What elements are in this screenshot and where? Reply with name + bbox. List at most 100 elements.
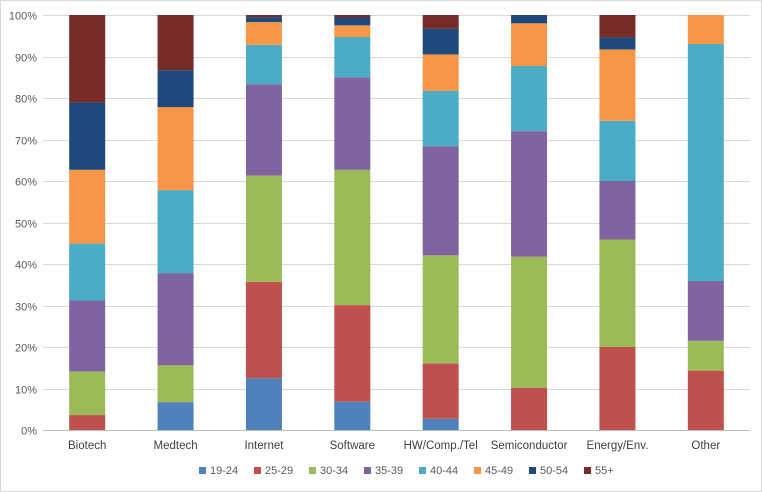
bar-segment: [69, 415, 106, 430]
bar-segment: [245, 44, 282, 85]
bar-segment: [511, 387, 548, 430]
bar-segment: [157, 70, 194, 108]
x-axis: Biotech Medtech Internet Software HW/Comp./T…: [68, 440, 720, 452]
y-tick-label: 0%: [21, 426, 37, 438]
bar-segment: [157, 365, 194, 403]
legend-swatch: [584, 467, 591, 474]
y-tick-label: 70%: [15, 136, 37, 148]
bar-segment: [422, 146, 459, 256]
legend-item: 35-39: [364, 465, 403, 477]
bar-segment: [334, 25, 371, 37]
y-axis: 0% 10% 20% 30% 40% 50% 60% 70% 80% 90% 100%: [9, 11, 37, 438]
bar-segment: [599, 239, 636, 347]
bar-segment: [422, 15, 459, 29]
bar-segment: [422, 90, 459, 147]
legend-label: 55+: [595, 465, 614, 477]
bar-segment: [245, 17, 282, 23]
bar-segment: [599, 49, 636, 121]
bar-segment: [687, 370, 724, 430]
bars: [69, 15, 724, 430]
bar-segment: [422, 28, 459, 55]
bar-stack: [157, 15, 194, 430]
bar-segment: [334, 305, 371, 402]
bar-segment: [245, 281, 282, 379]
bar-segment: [334, 15, 371, 18]
x-tick-label: Semiconductor: [491, 440, 568, 452]
bar-segment: [157, 402, 194, 430]
legend-label: 35-39: [375, 465, 403, 477]
bar-segment: [334, 401, 371, 430]
legend-item: 55+: [584, 465, 614, 477]
bar-stack: [422, 15, 459, 430]
bar-segment: [599, 347, 636, 430]
bar-segment: [69, 371, 106, 416]
y-tick-label: 50%: [15, 219, 37, 231]
bar-stack: [334, 15, 371, 430]
bar-segment: [157, 15, 194, 71]
y-tick-label: 60%: [15, 177, 37, 189]
x-tick-label: Other: [691, 440, 720, 452]
bar-segment: [511, 66, 548, 132]
x-tick-label: Energy/Env.: [587, 440, 649, 452]
legend-label: 30-34: [320, 465, 348, 477]
y-tick-label: 20%: [15, 343, 37, 355]
legend-label: 50-54: [540, 465, 568, 477]
bar-segment: [334, 169, 371, 306]
bar-segment: [422, 418, 459, 430]
y-tick-label: 80%: [15, 94, 37, 106]
bar-stack: [599, 15, 636, 430]
legend-swatch: [199, 467, 206, 474]
x-tick-label: HW/Comp./Tel: [404, 440, 478, 452]
bar-segment: [422, 363, 459, 419]
legend-item: 30-34: [309, 465, 348, 477]
x-tick-label: Software: [330, 440, 375, 452]
legend-swatch: [364, 467, 371, 474]
x-tick-label: Internet: [244, 440, 284, 452]
y-tick-label: 30%: [15, 302, 37, 314]
bar-segment: [687, 44, 724, 282]
legend-label: 45-49: [485, 465, 513, 477]
bar-segment: [157, 107, 194, 191]
bar-stack: [69, 15, 106, 430]
bar-segment: [245, 22, 282, 45]
bar-segment: [245, 84, 282, 176]
bar-segment: [69, 243, 106, 301]
legend-item: 19-24: [199, 465, 238, 477]
bar-segment: [511, 256, 548, 388]
gridlines: [43, 15, 750, 431]
bar-stack: [245, 15, 282, 430]
legend-label: 40-44: [430, 465, 458, 477]
bar-segment: [334, 77, 371, 170]
bar-segment: [334, 36, 371, 78]
bar-segment: [69, 102, 106, 170]
bar-segment: [511, 15, 548, 24]
bar-segment: [511, 23, 548, 67]
bar-segment: [334, 17, 371, 26]
bar-segment: [511, 131, 548, 257]
y-tick-label: 90%: [15, 53, 37, 65]
bar-segment: [69, 169, 106, 244]
legend-swatch: [309, 467, 316, 474]
legend-item: 25-29: [254, 465, 293, 477]
legend-swatch: [419, 467, 426, 474]
y-tick-label: 10%: [15, 385, 37, 397]
bar-segment: [69, 300, 106, 372]
legend-item: 45-49: [474, 465, 513, 477]
bar-segment: [245, 378, 282, 430]
bar-segment: [422, 255, 459, 364]
bar-segment: [422, 54, 459, 91]
x-tick-label: Biotech: [68, 440, 106, 452]
legend-swatch: [529, 467, 536, 474]
bar-segment: [599, 120, 636, 181]
legend: 19-24 25-29 30-34 35-39 40-44 45-49 50-54 55+: [199, 465, 614, 477]
bar-segment: [687, 340, 724, 371]
bar-segment: [157, 190, 194, 274]
bar-stack: [687, 15, 724, 430]
bar-segment: [687, 281, 724, 341]
legend-item: 50-54: [529, 465, 568, 477]
y-tick-label: 40%: [15, 260, 37, 272]
bar-segment: [599, 37, 636, 50]
bar-stack: [511, 15, 548, 430]
bar-segment: [687, 15, 724, 45]
